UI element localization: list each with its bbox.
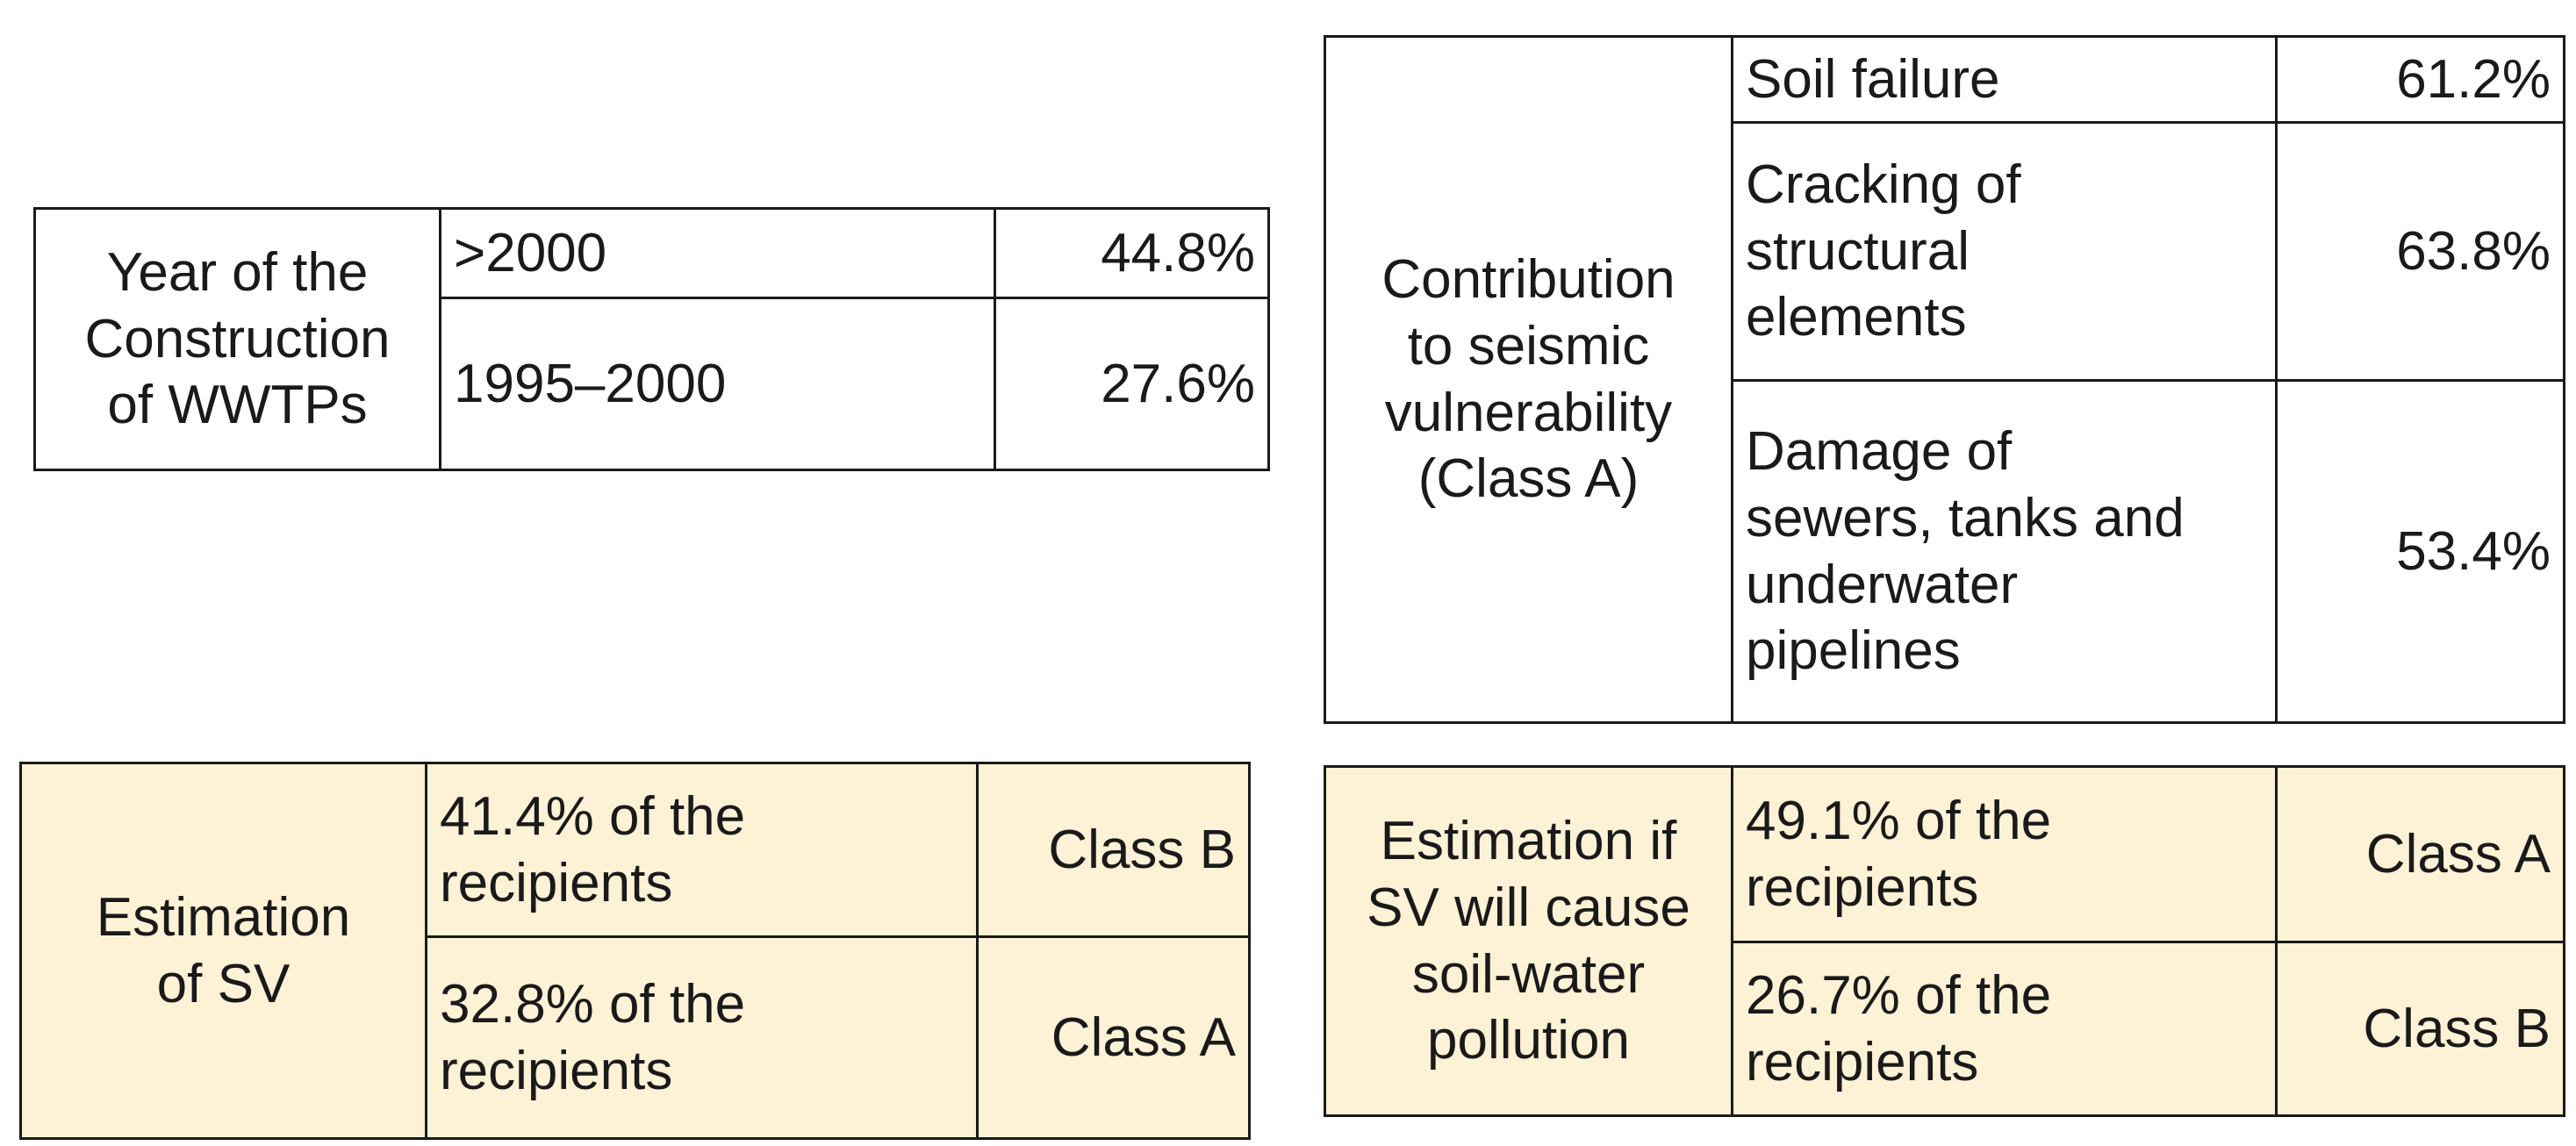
seismic-row-value: 63.8% xyxy=(2275,121,2565,382)
year-row-label: >2000 xyxy=(439,207,996,299)
year-row-value: 27.6% xyxy=(994,297,1270,471)
year-row-label: 1995–2000 xyxy=(439,297,996,471)
seismic-row-label: Cracking of structural elements xyxy=(1731,121,2278,382)
seismic-header-cell: Contribution to seismic vulnerability (C… xyxy=(1324,35,1733,724)
seismic-row-label: Damage of sewers, tanks and underwater p… xyxy=(1731,379,2278,724)
pollution-row-label: 49.1% of the recipients xyxy=(1731,765,2278,943)
sv-header-cell: Estimation of SV xyxy=(19,762,427,1140)
pollution-row-value: Class A xyxy=(2275,765,2565,943)
sv-row-label: 32.8% of the recipients xyxy=(425,935,979,1140)
year-row-value: 44.8% xyxy=(994,207,1270,299)
seismic-vulnerability-table: Contribution to seismic vulnerability (C… xyxy=(1324,35,2565,724)
sv-row-value: Class B xyxy=(976,762,1251,938)
seismic-row-label: Soil failure xyxy=(1731,35,2278,124)
pollution-row-value: Class B xyxy=(2275,941,2565,1117)
seismic-row-value: 61.2% xyxy=(2275,35,2565,124)
pollution-header-cell: Estimation if SV will cause soil-water p… xyxy=(1324,765,1733,1117)
estimation-sv-table: Estimation of SV 41.4% of the recipients… xyxy=(19,762,1251,1140)
pollution-row-label: 26.7% of the recipients xyxy=(1731,941,2278,1117)
estimation-pollution-table: Estimation if SV will cause soil-water p… xyxy=(1324,765,2565,1117)
year-construction-table: Year of the Construction of WWTPs >2000 … xyxy=(33,207,1270,471)
sv-row-label: 41.4% of the recipients xyxy=(425,762,979,938)
year-header-cell: Year of the Construction of WWTPs xyxy=(33,207,441,471)
seismic-row-value: 53.4% xyxy=(2275,379,2565,724)
sv-row-value: Class A xyxy=(976,935,1251,1140)
